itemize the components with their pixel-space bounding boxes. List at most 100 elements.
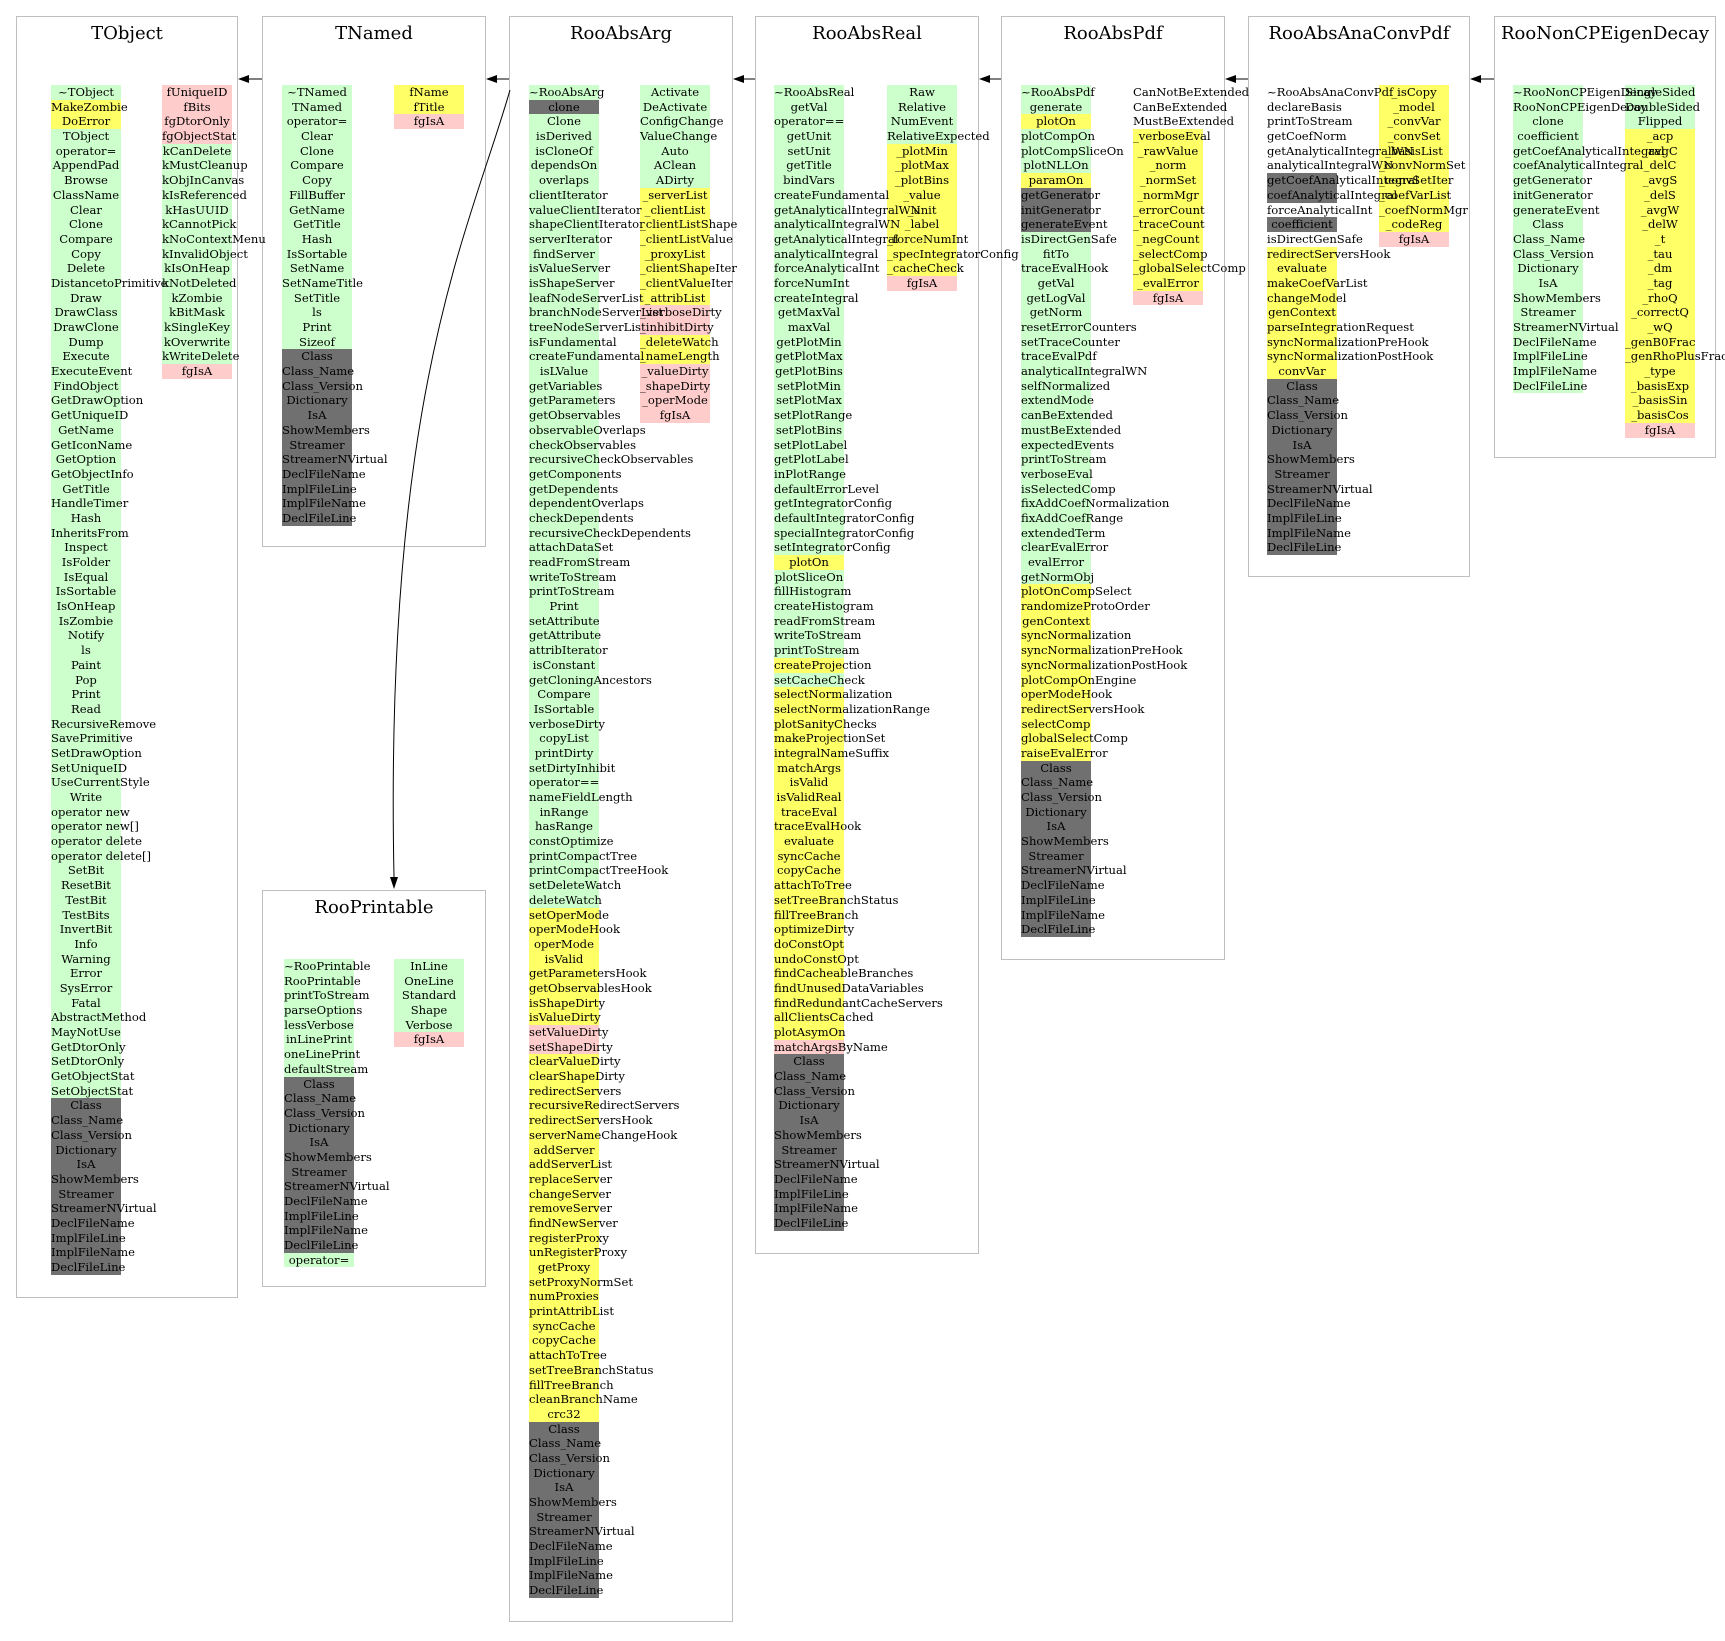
entry-label: _evalError [1137, 275, 1199, 290]
method-entry: setAttribute [529, 613, 600, 629]
entry-label: Hash [301, 231, 333, 246]
entry-label: kOverwrite [163, 334, 231, 349]
entry-label: Dump [68, 334, 104, 349]
entry-label: deleteWatch [529, 892, 602, 907]
entry-label: MakeZombie [51, 99, 128, 114]
entry-label: allClientsCached [774, 1010, 874, 1025]
entry-label: getAnalyticalIntegralWN [774, 202, 921, 217]
entry-label: _traceCount [1133, 217, 1205, 232]
member-entry: ValueChange [640, 129, 717, 144]
entry-label: GetTitle [62, 481, 110, 496]
method-entry: DeclFileLine [1267, 540, 1341, 555]
entry-label: dependentOverlaps [529, 496, 644, 511]
member-entry: Auto [640, 143, 710, 159]
entry-label: fgIsA [1398, 231, 1430, 246]
entry-label: operModeHook [1021, 687, 1113, 702]
method-entry: forceAnalyticalInt [774, 261, 879, 276]
entry-label: isDerived [536, 129, 592, 144]
entry-label: getCoefNorm [1267, 129, 1347, 144]
entry-label: copyList [539, 731, 589, 746]
method-entry: writeToStream [529, 569, 616, 585]
entry-label: shapeClientIterator [529, 217, 645, 232]
entry-label: checkDependents [529, 510, 634, 525]
arrow-rooabsarg-to-tnamed [486, 75, 509, 83]
entry-label: _globalSelectComp [1133, 261, 1246, 276]
member-entry: _negCount [1133, 231, 1203, 247]
entry-label: fillHistogram [774, 584, 852, 599]
entry-label: InLine [410, 959, 448, 973]
entry-label: fgIsA [1644, 422, 1676, 437]
entry-label: _genB0Frac [1625, 334, 1696, 349]
entry-label: traceEvalPdf [1021, 349, 1097, 364]
method-entry: ShowMembers [284, 1149, 372, 1165]
entry-label: makeCoefVarList [1267, 275, 1368, 290]
member-entry: fgIsA [1133, 290, 1203, 306]
entry-label: Error [69, 966, 103, 981]
member-entry: Shape [394, 1003, 464, 1018]
arrow-rooabsreal-to-rooabsarg [733, 75, 755, 83]
entry-label: setShapeDirty [529, 1039, 613, 1054]
entry-label: ShowMembers [284, 1149, 372, 1164]
method-entry: getMaxVal [774, 305, 844, 320]
method-entry: Print [51, 687, 121, 702]
entry-label: changeModel [1267, 290, 1347, 305]
entry-label: ADirty [655, 173, 695, 188]
entry-label: _unit [907, 202, 937, 217]
entry-label: operator== [774, 114, 845, 129]
entry-label: RelativeExpected [887, 129, 990, 144]
method-entry: Info [51, 936, 121, 952]
method-entry: printToStream [1267, 114, 1353, 129]
entry-label: dependsOn [530, 158, 598, 173]
entry-label: recursiveCheckObservables [529, 452, 694, 467]
method-entry: setTraceCounter [1021, 334, 1120, 350]
method-entry: getNormObj [1021, 569, 1094, 585]
entry-label: Class_Name [284, 1091, 357, 1106]
method-entry: StreamerNVirtual [51, 1201, 157, 1216]
member-entry: _convSetIter [1379, 173, 1453, 188]
class-title: RooAbsReal [812, 23, 922, 44]
member-entry: _attribList [640, 290, 710, 306]
entry-label: fixAddCoefNormalization [1021, 496, 1170, 511]
method-entry: Dictionary [774, 1098, 844, 1114]
class-box-rooabsarg: RooAbsArg ~RooAbsArg clone Clone isDerived is… [509, 16, 737, 1622]
entry-label: _delW [1642, 217, 1678, 232]
method-entry: ~RooAbsAnaConvPdf [1267, 85, 1393, 100]
entry-label: paramOn [1028, 173, 1084, 188]
class-title: RooAbsArg [569, 23, 673, 44]
entry-label: FindObject [53, 378, 119, 393]
method-entry: Compare [529, 687, 599, 702]
entry-label: kCannotPick [162, 217, 237, 232]
method-entry: ~TNamed [282, 85, 352, 100]
entry-label: redirectServersHook [529, 1113, 653, 1128]
entry-label: Raw [909, 85, 935, 99]
entry-label: Class_Version [282, 378, 364, 393]
member-entry: _clientListValue [640, 231, 733, 247]
method-entry: DeclFileName [529, 1539, 613, 1554]
entry-label: Compare [537, 687, 591, 702]
entry-label: getVariables [529, 378, 603, 393]
entry-label: Execute [62, 349, 110, 364]
entry-label: redirectServers [529, 1083, 622, 1098]
entry-label: Class_Name [1021, 775, 1094, 790]
entry-label: kBitMask [169, 305, 225, 320]
method-entry: findCacheableBranches [774, 966, 913, 981]
method-entry: AbstractMethod [51, 1010, 146, 1025]
method-entry: getPlotLabel [774, 452, 849, 467]
entry-label: setTreeBranchStatus [529, 1362, 654, 1377]
entry-label: forceNumInt [774, 275, 850, 290]
method-entry: createFundamental [774, 187, 889, 203]
method-entry: setProxyNormSet [529, 1274, 633, 1290]
entry-label: redirectServersHook [1021, 701, 1145, 716]
entry-label: Class_Name [282, 364, 355, 379]
entry-label: defaultIntegratorConfig [774, 510, 915, 525]
entry-label: ImplFileLine [284, 1208, 359, 1223]
method-entry: getObservablesHook [529, 980, 652, 996]
entry-label: setDeleteWatch [529, 878, 622, 893]
entry-label: isValid [789, 775, 829, 790]
entry-label: isValueDirty [529, 1010, 601, 1025]
method-entry: Class_Version [1267, 408, 1348, 423]
method-entry: IsSortable [529, 701, 599, 717]
entry-label: _operMode [642, 393, 708, 408]
method-entry: createFundamental [529, 349, 644, 365]
method-entry: traceEvalPdf [1021, 349, 1097, 365]
